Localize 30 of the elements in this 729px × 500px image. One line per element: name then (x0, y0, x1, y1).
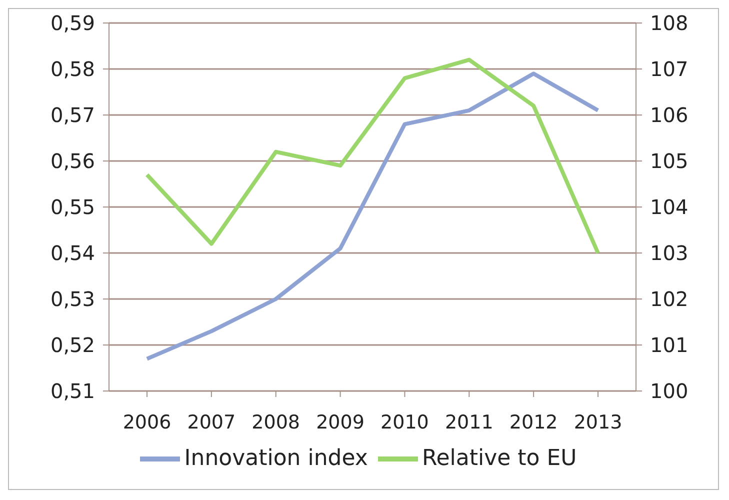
x-tick-label: 2013 (574, 411, 622, 434)
y-tick-label: 0,53 (50, 287, 95, 312)
y2-tick-label: 107 (650, 57, 688, 82)
y-tick-label: 0,51 (50, 379, 95, 404)
y-tick-label: 0,59 (50, 11, 95, 36)
line-series (145, 58, 600, 255)
y2-tick-label: 104 (650, 195, 688, 220)
y2-tick-label: 102 (650, 287, 688, 312)
x-tick-label: 2008 (252, 411, 300, 434)
x-tick-label: 2012 (509, 411, 558, 434)
y2-tick-label: 101 (650, 333, 688, 358)
x-tick-label: 2009 (316, 411, 364, 434)
y-tick-label: 0,52 (50, 333, 95, 358)
y2-tick-label: 103 (650, 241, 688, 266)
x-tick-label: 2011 (444, 411, 494, 434)
y-tick-label: 0,56 (50, 149, 95, 174)
x-tick-label: 2007 (187, 411, 236, 434)
x-tick-label: 2010 (380, 411, 429, 434)
y2-tick-label: 105 (650, 149, 688, 174)
y-tick-label: 0,58 (50, 57, 95, 82)
line-series (145, 72, 600, 361)
y-tick-label: 0,55 (50, 195, 95, 220)
y2-tick-label: 106 (650, 103, 688, 128)
y-tick-label: 0,57 (50, 103, 95, 128)
legend-label: Innovation index (184, 446, 368, 472)
y2-tick-label: 100 (650, 379, 688, 404)
x-tick-label: 2006 (122, 411, 172, 434)
y2-tick-label: 108 (650, 11, 688, 36)
y-tick-label: 0,54 (50, 241, 95, 266)
legend-label: Relative to EU (422, 446, 577, 472)
